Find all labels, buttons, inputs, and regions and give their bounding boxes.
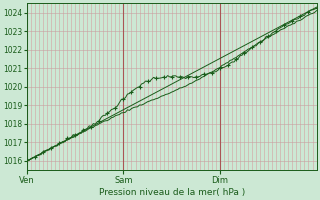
X-axis label: Pression niveau de la mer( hPa ): Pression niveau de la mer( hPa ) [99,188,245,197]
